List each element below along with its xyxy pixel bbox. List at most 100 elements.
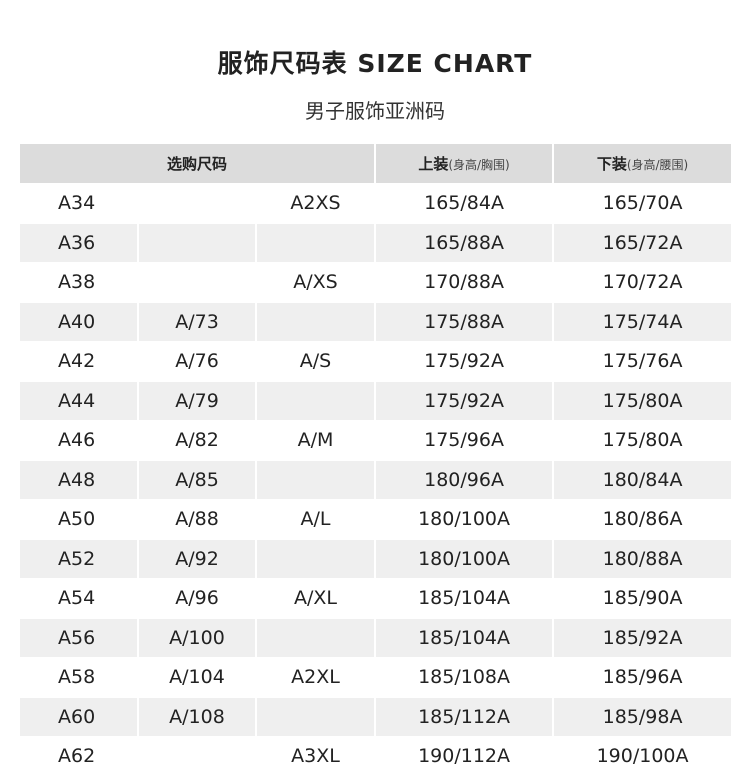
size-code-cell: A52 bbox=[20, 539, 139, 579]
letter-size-cell bbox=[256, 302, 377, 342]
size-code-cell: A50 bbox=[20, 499, 139, 540]
size-code-cell: A42 bbox=[20, 341, 139, 382]
letter-size-cell bbox=[256, 539, 377, 579]
table-row: A58 A/104 A2XL 185/108A 185/96A bbox=[20, 657, 734, 698]
waist-code-cell: A/100 bbox=[138, 618, 257, 658]
waist-code-cell: A/82 bbox=[138, 420, 257, 461]
letter-size-cell bbox=[256, 697, 377, 737]
header-top: 上装(身高/胸围) bbox=[375, 144, 555, 184]
top-measure-cell: 180/100A bbox=[375, 539, 555, 579]
table-row: A62 A3XL 190/112A 190/100A bbox=[20, 736, 734, 777]
letter-size-cell bbox=[256, 381, 377, 421]
page-title: 服饰尺码表 SIZE CHART bbox=[217, 49, 533, 78]
bottom-measure-cell: 180/86A bbox=[553, 499, 734, 540]
header-size: 选购尺码 bbox=[20, 144, 377, 184]
waist-code-cell: A/85 bbox=[138, 460, 257, 500]
waist-code-cell bbox=[138, 262, 257, 303]
bottom-measure-cell: 180/88A bbox=[553, 539, 734, 579]
bottom-measure-cell: 175/74A bbox=[553, 302, 734, 342]
size-code-cell: A60 bbox=[20, 697, 139, 737]
table-row: A60 A/108 185/112A 185/98A bbox=[20, 697, 734, 737]
bottom-measure-cell: 180/84A bbox=[553, 460, 734, 500]
bottom-measure-cell: 185/96A bbox=[553, 657, 734, 698]
top-measure-cell: 175/88A bbox=[375, 302, 555, 342]
size-code-cell: A54 bbox=[20, 578, 139, 619]
bottom-measure-cell: 170/72A bbox=[553, 262, 734, 303]
header-size-label: 选购尺码 bbox=[167, 155, 228, 173]
table-row: A42 A/76 A/S 175/92A 175/76A bbox=[20, 341, 734, 382]
letter-size-cell: A/XS bbox=[256, 262, 377, 303]
waist-code-cell bbox=[138, 183, 257, 224]
letter-size-cell: A3XL bbox=[256, 736, 377, 777]
letter-size-cell: A/M bbox=[256, 420, 377, 461]
page-subtitle: 男子服饰亚洲码 bbox=[305, 99, 445, 123]
bottom-measure-cell: 165/70A bbox=[553, 183, 734, 224]
table-row: A52 A/92 180/100A 180/88A bbox=[20, 539, 734, 579]
waist-code-cell: A/108 bbox=[138, 697, 257, 737]
top-measure-cell: 165/88A bbox=[375, 223, 555, 263]
waist-code-cell bbox=[138, 736, 257, 777]
bottom-measure-cell: 165/72A bbox=[553, 223, 734, 263]
top-measure-cell: 175/92A bbox=[375, 341, 555, 382]
table-row: A46 A/82 A/M 175/96A 175/80A bbox=[20, 420, 734, 461]
waist-code-cell: A/76 bbox=[138, 341, 257, 382]
top-measure-cell: 185/108A bbox=[375, 657, 555, 698]
table-row: A54 A/96 A/XL 185/104A 185/90A bbox=[20, 578, 734, 619]
table-row: A36 165/88A 165/72A bbox=[20, 223, 734, 263]
waist-code-cell: A/104 bbox=[138, 657, 257, 698]
size-code-cell: A44 bbox=[20, 381, 139, 421]
letter-size-cell bbox=[256, 223, 377, 263]
bottom-measure-cell: 175/76A bbox=[553, 341, 734, 382]
size-chart-table: 选购尺码 上装(身高/胸围) 下装(身高/腰围) A34 A2XS 165/84A 1… bbox=[20, 144, 734, 777]
top-measure-cell: 180/96A bbox=[375, 460, 555, 500]
header-bottom-label: 下装 bbox=[596, 155, 627, 173]
letter-size-cell bbox=[256, 618, 377, 658]
table-row: A48 A/85 180/96A 180/84A bbox=[20, 460, 734, 500]
bottom-measure-cell: 185/90A bbox=[553, 578, 734, 619]
header-bottom-sub: (身高/腰围) bbox=[626, 158, 689, 172]
size-code-cell: A36 bbox=[20, 223, 139, 263]
table-row: A34 A2XS 165/84A 165/70A bbox=[20, 183, 734, 224]
header-top-label: 上装 bbox=[418, 155, 449, 173]
table-row: A40 A/73 175/88A 175/74A bbox=[20, 302, 734, 342]
bottom-measure-cell: 175/80A bbox=[553, 420, 734, 461]
table-row: A56 A/100 185/104A 185/92A bbox=[20, 618, 734, 658]
size-code-cell: A58 bbox=[20, 657, 139, 698]
letter-size-cell: A/S bbox=[256, 341, 377, 382]
bottom-measure-cell: 190/100A bbox=[553, 736, 734, 777]
top-measure-cell: 175/96A bbox=[375, 420, 555, 461]
top-measure-cell: 185/104A bbox=[375, 618, 555, 658]
top-measure-cell: 185/112A bbox=[375, 697, 555, 737]
table-row: A50 A/88 A/L 180/100A 180/86A bbox=[20, 499, 734, 540]
size-code-cell: A62 bbox=[20, 736, 139, 777]
size-code-cell: A46 bbox=[20, 420, 139, 461]
waist-code-cell: A/88 bbox=[138, 499, 257, 540]
table-row: A38 A/XS 170/88A 170/72A bbox=[20, 262, 734, 303]
letter-size-cell: A2XS bbox=[256, 183, 377, 224]
bottom-measure-cell: 185/92A bbox=[553, 618, 734, 658]
top-measure-cell: 175/92A bbox=[375, 381, 555, 421]
waist-code-cell: A/79 bbox=[138, 381, 257, 421]
top-measure-cell: 185/104A bbox=[375, 578, 555, 619]
waist-code-cell: A/92 bbox=[138, 539, 257, 579]
bottom-measure-cell: 185/98A bbox=[553, 697, 734, 737]
letter-size-cell: A2XL bbox=[256, 657, 377, 698]
table-header-row: 选购尺码 上装(身高/胸围) 下装(身高/腰围) bbox=[20, 144, 734, 184]
letter-size-cell bbox=[256, 460, 377, 500]
size-code-cell: A40 bbox=[20, 302, 139, 342]
top-measure-cell: 170/88A bbox=[375, 262, 555, 303]
size-code-cell: A48 bbox=[20, 460, 139, 500]
size-code-cell: A56 bbox=[20, 618, 139, 658]
letter-size-cell: A/L bbox=[256, 499, 377, 540]
waist-code-cell: A/96 bbox=[138, 578, 257, 619]
header-bottom: 下装(身高/腰围) bbox=[553, 144, 734, 184]
size-code-cell: A38 bbox=[20, 262, 139, 303]
letter-size-cell: A/XL bbox=[256, 578, 377, 619]
top-measure-cell: 190/112A bbox=[375, 736, 555, 777]
bottom-measure-cell: 175/80A bbox=[553, 381, 734, 421]
waist-code-cell: A/73 bbox=[138, 302, 257, 342]
waist-code-cell bbox=[138, 223, 257, 263]
size-code-cell: A34 bbox=[20, 183, 139, 224]
header-top-sub: (身高/胸围) bbox=[448, 158, 510, 172]
top-measure-cell: 165/84A bbox=[375, 183, 555, 224]
